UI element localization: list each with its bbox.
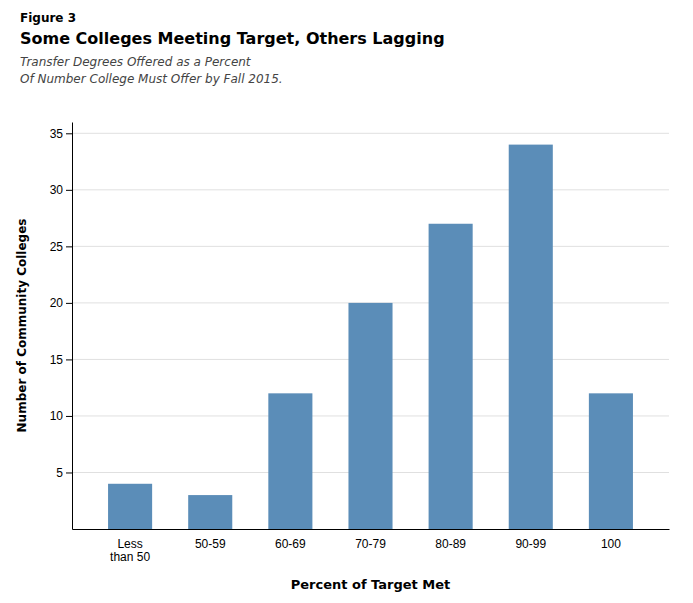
x-tick-label: 50-59: [195, 537, 226, 551]
x-tick-label: 90-99: [515, 537, 546, 551]
y-tick: 35: [50, 127, 72, 141]
x-tick-label-line: 70-79: [355, 537, 386, 551]
x-axis-title: Percent of Target Met: [291, 577, 451, 592]
y-tick-label: 5: [56, 466, 63, 480]
y-tick-label: 20: [50, 296, 64, 310]
y-tick: 15: [50, 353, 72, 367]
subtitle: Of Number College Must Offer by Fall 201…: [20, 72, 283, 86]
marks: [108, 145, 633, 529]
x-tick-label-line: 90-99: [515, 537, 546, 551]
x-axis-line: [73, 529, 670, 530]
x-axis: Lessthan 50 50-59 60-69 70-79 80-89 90-99 100: [73, 530, 670, 565]
x-tick-label: 60-69: [275, 537, 306, 551]
header: Figure 3 Some Colleges Meeting Target, Ot…: [20, 11, 445, 86]
bar: [509, 145, 553, 529]
y-tick-mark: [66, 246, 72, 247]
subtitle: Transfer Degrees Offered as a Percent: [20, 55, 252, 69]
bar: [589, 393, 633, 529]
x-tick: 100: [601, 537, 621, 551]
x-tick-label: 100: [601, 537, 621, 551]
chart-svg: Figure 3 Some Colleges Meeting Target, Ot…: [0, 0, 693, 603]
x-tick-label: Lessthan 50: [110, 537, 150, 565]
x-tick-label: 80-89: [435, 537, 466, 551]
x-tick: 60-69: [275, 537, 306, 551]
bar: [429, 224, 473, 529]
x-tick-label-line: Less: [117, 537, 142, 551]
y-axis-title: Number of Community Colleges: [15, 219, 29, 433]
y-tick: 25: [50, 240, 72, 254]
plot: Lessthan 50 50-59 60-69 70-79 80-89 90-99 100 5…: [15, 123, 670, 593]
y-tick-mark: [66, 416, 72, 417]
y-tick-mark: [66, 190, 72, 191]
grid-line: [72, 189, 669, 190]
y-tick: 20: [50, 296, 72, 310]
x-tick: Lessthan 50: [110, 537, 150, 565]
y-tick-mark: [66, 359, 72, 360]
y-tick: 30: [50, 183, 72, 197]
bar: [108, 484, 152, 529]
x-tick-label-line: than 50: [110, 550, 150, 564]
y-tick-label: 35: [50, 127, 64, 141]
y-tick-mark: [66, 472, 72, 473]
y-tick-mark: [66, 303, 72, 304]
x-tick-label-line: 100: [601, 537, 621, 551]
x-tick-label-line: 80-89: [435, 537, 466, 551]
x-tick: 70-79: [355, 537, 386, 551]
y-tick: 5: [56, 466, 72, 480]
y-tick-label: 25: [50, 240, 64, 254]
title: Some Colleges Meeting Target, Others Lag…: [20, 29, 445, 48]
y-tick-label: 15: [50, 353, 64, 367]
annotation: Figure 3: [20, 11, 76, 25]
bar: [188, 495, 232, 529]
y-tick: 10: [50, 409, 72, 423]
grid-line: [72, 246, 669, 247]
x-tick: 90-99: [515, 537, 546, 551]
bar: [268, 393, 312, 529]
x-tick-label-line: 50-59: [195, 537, 226, 551]
y-axis: 5 10 15 20 25 30 35: [50, 123, 73, 530]
y-tick-mark: [66, 133, 72, 134]
grid-line: [72, 133, 669, 134]
bar: [348, 303, 392, 529]
y-tick-label: 30: [50, 183, 64, 197]
x-tick-label-line: 60-69: [275, 537, 306, 551]
y-tick-label: 10: [50, 409, 64, 423]
x-tick: 50-59: [195, 537, 226, 551]
x-tick: 80-89: [435, 537, 466, 551]
x-tick-label: 70-79: [355, 537, 386, 551]
y-axis-line: [72, 123, 73, 530]
